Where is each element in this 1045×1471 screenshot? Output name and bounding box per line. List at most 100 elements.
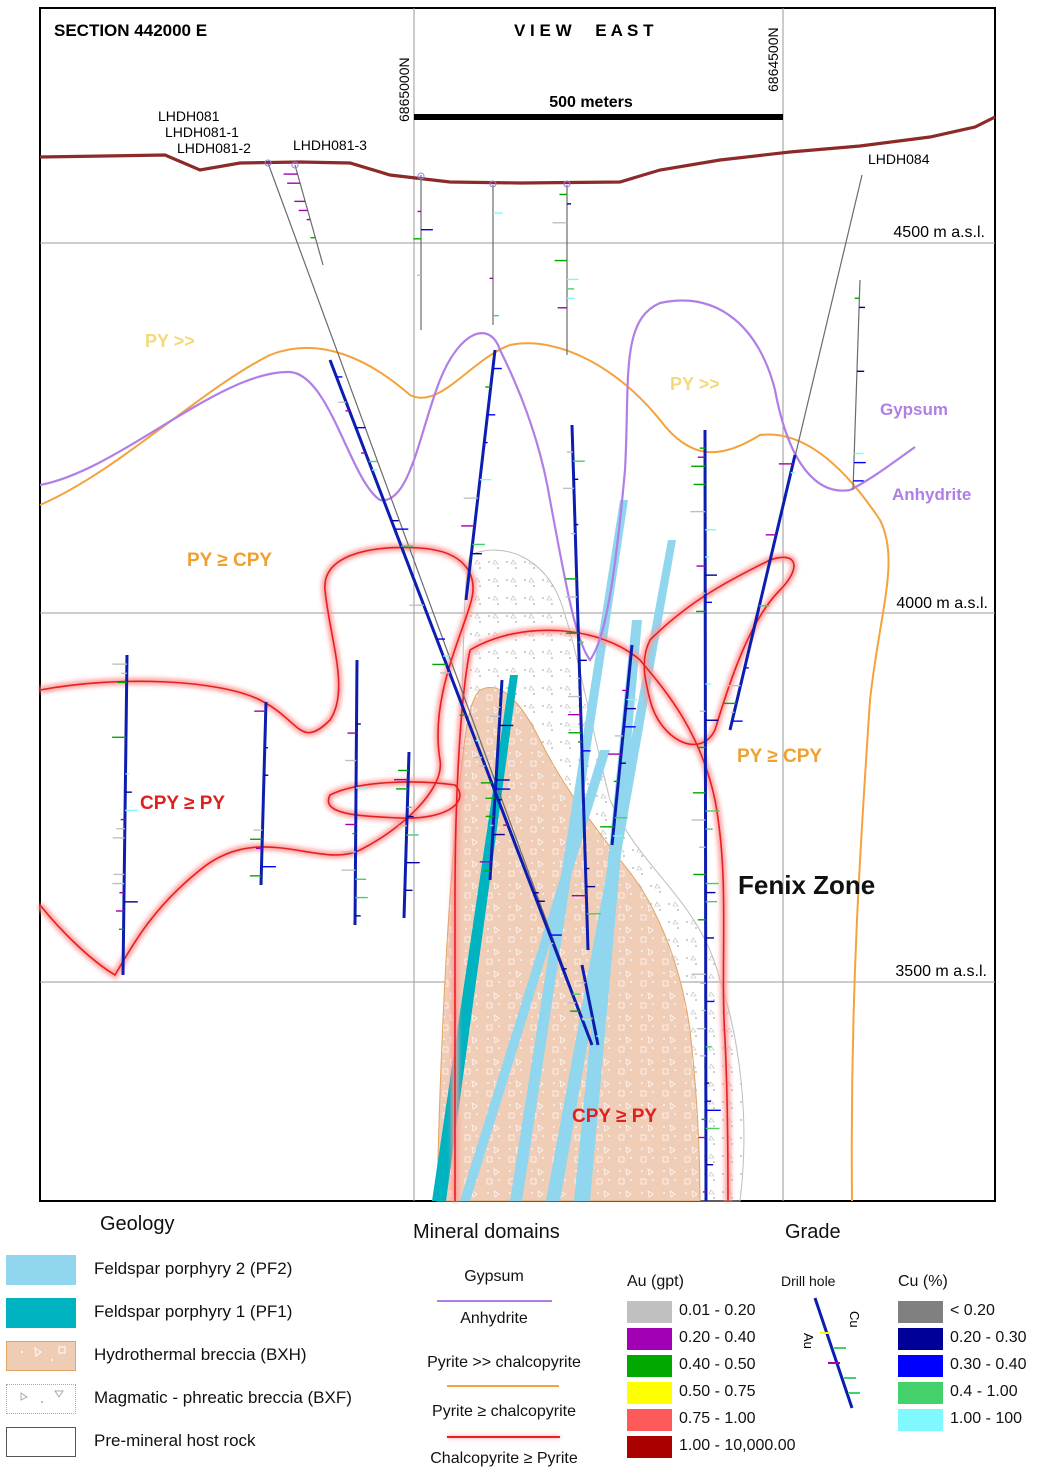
cu-row: 1.00 - 100 (898, 1409, 1045, 1431)
cu-label: 0.30 - 0.40 (950, 1356, 1027, 1373)
cross-section-map: SECTION 442000 E V I E W E A S T 500 met… (37, 7, 996, 1202)
au-label: 1.00 - 10,000.00 (679, 1437, 796, 1454)
legend: Geology Feldspar porphyry 2 (PF2) Feldsp… (0, 1205, 1045, 1471)
drill-hole-trace (489, 185, 503, 325)
au-label: 0.20 - 0.40 (679, 1329, 756, 1346)
pf2-swatch (6, 1255, 76, 1285)
cu-row: 0.20 - 0.30 (898, 1328, 1045, 1350)
topography-line (39, 115, 996, 185)
drill-hole-trace (690, 429, 721, 1202)
domain-label: CPY ≥ PY (572, 1106, 657, 1127)
pf2-dikes (460, 500, 676, 1201)
northing-left: 6865000N (396, 57, 412, 122)
hole-label: LHDH081-2 (177, 140, 251, 156)
cu-swatch (898, 1355, 943, 1377)
elevation-label: 3500 m a.s.l. (895, 963, 987, 980)
cu-title: Cu (%) (898, 1273, 948, 1290)
cu-label: 0.4 - 1.00 (950, 1383, 1018, 1400)
au-row: 0.50 - 0.75 (627, 1382, 787, 1404)
au-swatch (627, 1382, 672, 1404)
gypsum-anhydrite-line-swatch (437, 1300, 552, 1302)
cu-label: < 0.20 (950, 1302, 995, 1319)
section-title: SECTION 442000 E (54, 21, 207, 40)
drill-hole-trace (600, 644, 638, 846)
pf1-swatch (6, 1298, 76, 1328)
legend-item-bxf: Magmatic - phreatic breccia (BXF) (6, 1384, 426, 1414)
legend-item-bxh: Hydrothermal breccia (BXH) (6, 1341, 426, 1371)
geology-title: Geology (100, 1213, 175, 1235)
hole-label: LHDH084 (868, 151, 930, 167)
cpy-ge-py-domain-lines (37, 544, 798, 1202)
domain-label: PY >> (145, 331, 195, 351)
legend-anhydrite: Anhydrite (460, 1310, 528, 1327)
cu-label: 0.20 - 0.30 (950, 1329, 1027, 1346)
pyrite-chalcopyrite-boundary (39, 342, 890, 1202)
legend-cpy-ge-py: Chalcopyrite ≥ Pyrite (430, 1450, 578, 1467)
anhydrite-label: Anhydrite (892, 485, 971, 504)
elevation-label: 4500 m a.s.l. (893, 224, 985, 241)
drill-hole-trace (852, 279, 866, 491)
drill-hole-trace (112, 654, 138, 976)
zone-label: Fenix Zone (738, 870, 875, 900)
drill-hole-trace (578, 964, 600, 1046)
legend-item-pf1: Feldspar porphyry 1 (PF1) (6, 1298, 426, 1328)
drill-hole-trace (563, 424, 601, 951)
grade-title: Grade (785, 1221, 841, 1243)
domain-label: PY >> (670, 374, 720, 394)
cu-row: < 0.20 (898, 1301, 1045, 1323)
au-swatch (627, 1301, 672, 1323)
au-swatch (627, 1328, 672, 1350)
view-direction: V I E W E A S T (514, 21, 654, 40)
au-row: 0.40 - 0.50 (627, 1355, 787, 1377)
au-label: 0.01 - 0.20 (679, 1302, 756, 1319)
drill-hole-trace (267, 162, 597, 1046)
cu-label: 1.00 - 100 (950, 1410, 1023, 1427)
au-row: 0.75 - 1.00 (627, 1409, 787, 1431)
au-row: 0.01 - 0.20 (627, 1301, 787, 1323)
drill-hole-trace (413, 175, 433, 330)
legend-item-host-rock: Pre-mineral host rock (6, 1427, 426, 1457)
legend-py-cpy: Pyrite >> chalcopyrite (427, 1354, 581, 1371)
bxh-swatch (6, 1341, 76, 1371)
hole-label: LHDH081-3 (293, 137, 367, 153)
drill-hole-trace (394, 751, 420, 919)
drill-collars (264, 159, 571, 188)
drill-hole-title: Drill hole (781, 1273, 836, 1289)
scale-label: 500 meters (549, 94, 633, 111)
legend-label: Feldspar porphyry 1 (PF1) (94, 1302, 293, 1321)
drill-au-label: Au (801, 1333, 816, 1349)
gypsum-anhydrite-boundary (39, 299, 916, 662)
northing-right: 6864500N (765, 27, 781, 92)
drill-cu-label: Cu (847, 1311, 862, 1328)
legend-label: Feldspar porphyry 2 (PF2) (94, 1259, 293, 1278)
cu-swatch (898, 1409, 943, 1431)
au-label: 0.40 - 0.50 (679, 1356, 756, 1373)
drill-hole-trace (461, 349, 502, 601)
au-label: 0.75 - 1.00 (679, 1410, 756, 1427)
elevation-label: 4000 m a.s.l. (896, 595, 988, 612)
py-cpy-line-swatch (447, 1385, 559, 1387)
drill-hole-trace (479, 679, 514, 881)
host-rock-swatch (6, 1427, 76, 1457)
au-swatch (627, 1355, 672, 1377)
hole-label: LHDH081 (158, 108, 220, 124)
cu-swatch (898, 1328, 943, 1350)
cu-row: 0.30 - 0.40 (898, 1355, 1045, 1377)
cu-row: 0.4 - 1.00 (898, 1382, 1045, 1404)
hole-label: LHDH081-1 (165, 124, 239, 140)
drill-hole-icon: Au Cu (801, 1297, 862, 1409)
drill-hole-trace (249, 701, 276, 886)
legend-label: Hydrothermal breccia (BXH) (94, 1345, 307, 1364)
drill-hole-trace (341, 659, 368, 926)
drill-hole-trace (552, 185, 579, 355)
au-title: Au (gpt) (627, 1273, 684, 1290)
domain-label: PY ≥ CPY (737, 746, 822, 767)
cpy-ge-py-line-swatch (447, 1436, 560, 1438)
gypsum-label: Gypsum (880, 400, 948, 419)
au-swatch (627, 1409, 672, 1431)
cu-swatch (898, 1382, 943, 1404)
drill-holes (112, 162, 866, 1202)
legend-label: Pre-mineral host rock (94, 1431, 256, 1450)
cu-swatch (898, 1301, 943, 1323)
domain-label: PY ≥ CPY (187, 550, 272, 571)
